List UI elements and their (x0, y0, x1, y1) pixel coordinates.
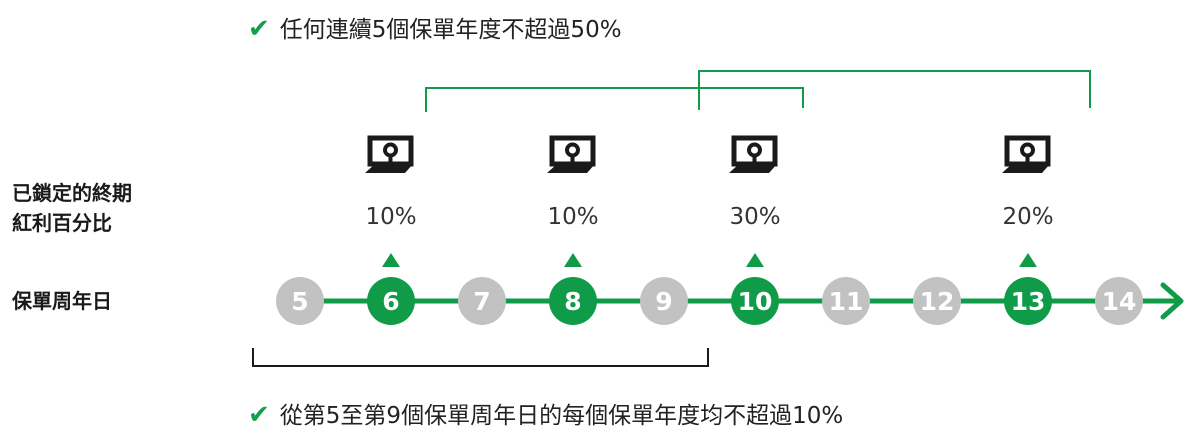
anniversary-label: 保單周年日 (12, 289, 112, 313)
timeline-node-label: 7 (473, 286, 491, 316)
locked-bonus-label-line1: 已鎖定的終期 (12, 181, 132, 205)
timeline-node-circle (913, 277, 961, 325)
timeline-node-label: 8 (564, 286, 582, 316)
lock-device-icon (547, 135, 596, 173)
timeline-node-circle (367, 277, 415, 325)
timeline-node-label: 6 (382, 286, 400, 316)
lock-percent: 30% (729, 204, 781, 230)
timeline-node-label: 11 (828, 286, 864, 316)
lock-percent: 20% (1002, 204, 1054, 230)
timeline-node-circle (822, 277, 870, 325)
up-triangle-icon (1019, 253, 1037, 267)
timeline-node-circle (549, 277, 597, 325)
up-triangle-icon (564, 253, 582, 267)
timeline-node-label: 13 (1010, 286, 1046, 316)
bottom-note-text: 從第5至第9個保單周年日的每個保單年度均不超過10% (279, 403, 844, 429)
timeline-node-circle (458, 277, 506, 325)
top-bracket-2 (698, 70, 1091, 110)
top-note-text: 任何連續5個保單年度不超過50% (279, 17, 622, 43)
locked-bonus-label: 已鎖定的終期 紅利百分比 (12, 178, 132, 238)
bottom-note: ✔ 從第5至第9個保單周年日的每個保單年度均不超過10% (248, 396, 843, 430)
lock-device-icon (729, 135, 778, 173)
bottom-bracket (252, 348, 709, 367)
locked-bonus-label-line2: 紅利百分比 (12, 211, 112, 235)
lock-percent: 10% (365, 204, 417, 230)
timeline-node-circle (276, 277, 324, 325)
top-bracket-1 (425, 87, 804, 112)
up-triangle-icon (746, 253, 764, 267)
check-icon: ✔ (248, 14, 270, 44)
timeline-arrow-icon (1160, 282, 1184, 320)
timeline-node-circle (640, 277, 688, 325)
timeline-node-label: 5 (291, 286, 309, 316)
timeline-node-circle (1004, 277, 1052, 325)
timeline-node-circle (731, 277, 779, 325)
timeline-node-label: 10 (737, 286, 773, 316)
top-note: ✔ 任何連續5個保單年度不超過50% (248, 10, 622, 44)
timeline-node-label: 14 (1101, 286, 1137, 316)
lock-device-icon (365, 135, 414, 173)
timeline-node-label: 12 (919, 286, 955, 316)
check-icon: ✔ (248, 400, 270, 430)
timeline-node-circle (1095, 277, 1143, 325)
timeline-node-label: 9 (655, 286, 673, 316)
lock-percent: 10% (547, 204, 599, 230)
up-triangle-icon (382, 253, 400, 267)
lock-device-icon (1002, 135, 1051, 173)
